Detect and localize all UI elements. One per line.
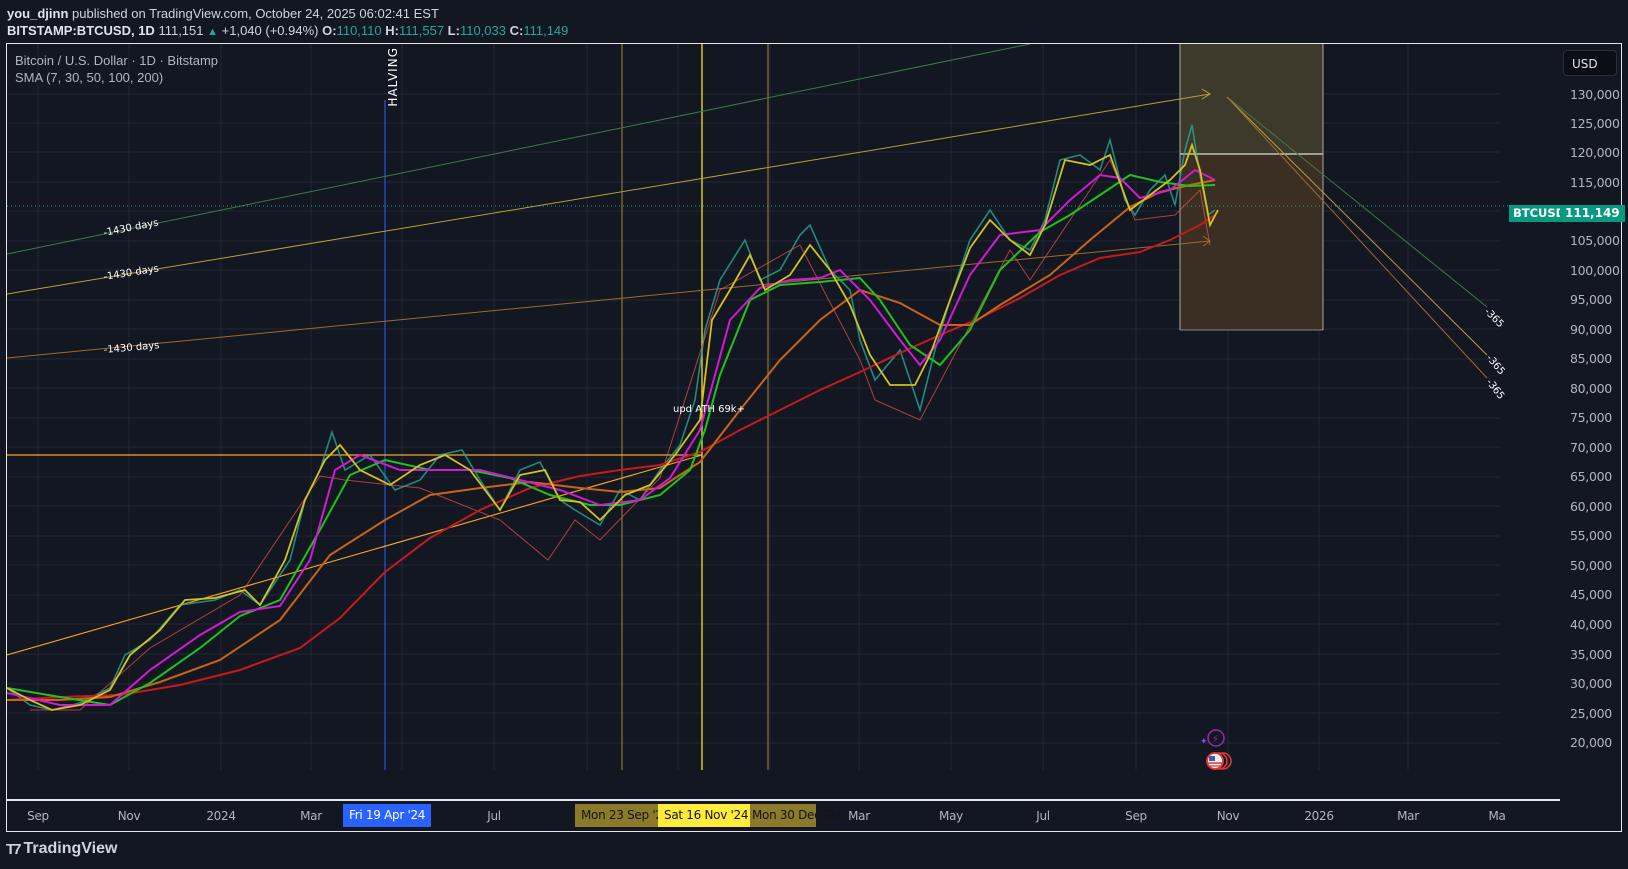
- projection-green[interactable]: [1226, 96, 1488, 308]
- badge-halving-date[interactable]: Fri 19 Apr '24: [343, 804, 432, 827]
- price-change: +1,040 (+0.94%): [221, 23, 319, 38]
- news-lightning-icon[interactable]: [1207, 729, 1225, 747]
- trendline-yellow[interactable]: [7, 93, 1211, 295]
- legend-indicator[interactable]: SMA (7, 30, 50, 100, 200): [15, 70, 164, 85]
- up-triangle-icon: ▲: [207, 26, 219, 38]
- symbol-price-tag: BTCUSD: [1509, 205, 1570, 222]
- badge-dec30[interactable]: Mon 30 Dec '24: [746, 804, 842, 827]
- last-price: 111,151: [158, 23, 204, 38]
- svg-text:⚡: ⚡: [1212, 734, 1219, 745]
- time-axis-separator: [6, 799, 1560, 801]
- tradingview-logo[interactable]: T7 TradingView: [6, 840, 118, 858]
- sma-50: [7, 173, 1216, 707]
- publish-info: published on TradingView.com, October 24…: [68, 6, 439, 21]
- svg-text:-365: -365: [1484, 377, 1507, 402]
- price-axis[interactable]: 130,000 125,000 120,000 115,000 105,000 …: [1570, 87, 1620, 750]
- tradingview-logo-icon: T7: [6, 840, 21, 858]
- open-value: 110,110: [336, 23, 382, 38]
- days-label-yellow: -1430 days: [103, 263, 160, 283]
- time-axis[interactable]: Sep Nov 2024 Mar Jul Mar May Jul Sep Nov…: [7, 800, 1560, 830]
- symbol-name: BITSTAMP:BTCUSD, 1D: [7, 23, 155, 38]
- last-price-tag: 111,149: [1560, 205, 1625, 222]
- publish-header: you_djinn published on TradingView.com, …: [7, 5, 568, 41]
- high-value: 111,557: [398, 23, 445, 38]
- halving-label: HALVING: [386, 47, 400, 107]
- sma-200: [7, 214, 1216, 701]
- chart-legend: Bitcoin / U.S. Dollar · 1D · Bitstamp SM…: [15, 52, 218, 86]
- legend-title[interactable]: Bitcoin / U.S. Dollar · 1D · Bitstamp: [15, 53, 218, 68]
- svg-text:-365: -365: [1484, 353, 1507, 377]
- days-label-green: -1430 days: [102, 217, 159, 238]
- symbol-line: BITSTAMP:BTCUSD, 1D 111,151 ▲ +1,040 (+0…: [7, 23, 569, 38]
- sma-100: [7, 179, 1216, 701]
- price-path: [7, 124, 1216, 711]
- low-value: 110,033: [459, 23, 506, 38]
- close-value: 111,149: [523, 23, 569, 38]
- trendline-support[interactable]: [7, 454, 703, 656]
- projection-yellow[interactable]: [1226, 96, 1488, 356]
- svg-text:✦: ✦: [1200, 736, 1208, 746]
- badge-nov16[interactable]: Sat 16 Nov '24: [658, 804, 750, 827]
- currency-button[interactable]: USD: [1563, 50, 1617, 76]
- badge-sep23[interactable]: Mon 23 Sep '24: [575, 804, 670, 827]
- author-name[interactable]: you_djinn: [7, 6, 69, 21]
- price-chart[interactable]: ⚡ ✦ -1430 days -1430 days -1430 days -36…: [7, 44, 1560, 799]
- days-label-orange: -1430 days: [103, 340, 160, 356]
- sma-7: [7, 142, 1219, 711]
- chart-frame: [6, 43, 1622, 832]
- sma-30: [7, 168, 1216, 706]
- ath-annotation[interactable]: upd ATH 69k+: [673, 404, 745, 415]
- target-zone-box[interactable]: [1180, 44, 1323, 154]
- svg-text:-365: -365: [1482, 306, 1506, 330]
- trendline-green[interactable]: [7, 44, 1031, 255]
- projection-orange[interactable]: [1226, 96, 1488, 379]
